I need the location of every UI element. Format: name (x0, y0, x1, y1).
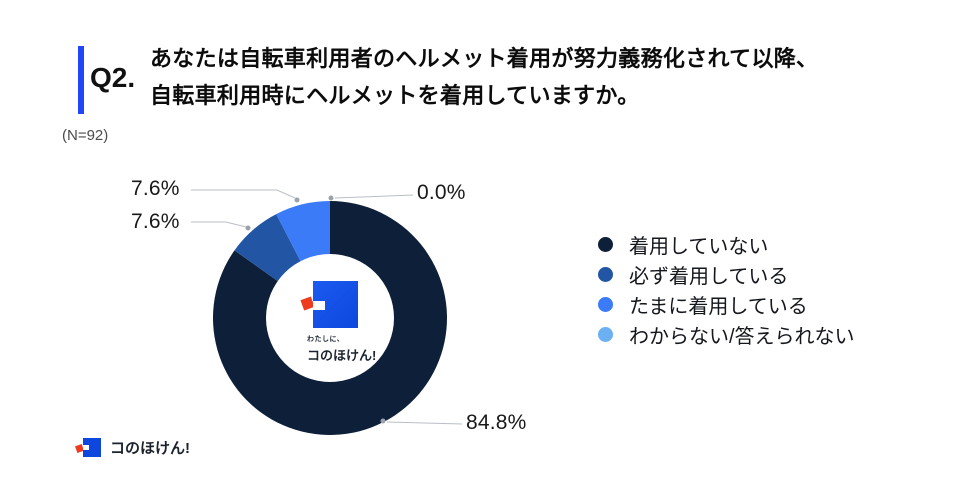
accent-bar (78, 46, 84, 114)
brand-notch-icon (83, 445, 89, 450)
legend-label: 着用していない (629, 235, 769, 258)
leader-line-wakaranai (334, 194, 414, 199)
legend-item: たまに着用している (598, 289, 855, 319)
leader-lines (191, 189, 463, 425)
brand-blue-square-icon (83, 438, 101, 457)
percent-label-kanarazu: 7.6% (131, 210, 180, 233)
legend-label: わからない/答えられない (629, 325, 855, 348)
leader-line-navy (386, 421, 463, 425)
percent-label-tamani: 7.6% (131, 177, 180, 200)
leader-dot-kanarazu (245, 225, 251, 231)
leader-dot-navy (380, 418, 386, 424)
brand-name: コのほけん! (307, 348, 377, 363)
leader-dot-wakaranai (328, 195, 334, 201)
legend-item: 必ず着用している (598, 259, 855, 289)
sample-size: (N=92) (62, 127, 109, 144)
legend-item: 着用していない (598, 229, 855, 259)
legend-label: 必ず着用している (629, 265, 789, 288)
leader-line-kanarazu (191, 221, 247, 228)
legend-dot-icon (598, 266, 613, 282)
question-title: あなたは自転車利用者のヘルメット着用が努力義務化されて以降、 自転車利用時にヘル… (150, 40, 818, 114)
legend-dot-icon (598, 296, 613, 312)
brand-name: コのほけん! (110, 440, 190, 457)
legend-dot-icon (598, 236, 613, 252)
question-number: Q2. (90, 62, 136, 93)
question-line-1: あなたは自転車利用者のヘルメット着用が努力義務化されて以降、 (150, 46, 819, 71)
leader-line-tamani (191, 189, 296, 199)
percent-label-navy: 84.8% (466, 411, 527, 434)
leader-dot-tamani (294, 197, 300, 203)
question-line-2: 自転車利用時にヘルメットを着用していますか。 (150, 83, 640, 108)
brand-tagline: わたしに、 (307, 336, 345, 343)
chart-legend: 着用していない 必ず着用している たまに着用している わからない/答えられない (598, 229, 855, 349)
legend-dot-icon (598, 326, 613, 342)
legend-label: たまに着用している (629, 295, 808, 318)
legend-item: わからない/答えられない (598, 319, 855, 349)
percent-label-wakaranai: 0.0% (417, 181, 466, 204)
center-brand-logo: わたしに、 コのほけん! (300, 281, 377, 364)
brand-mark-icon (300, 281, 358, 328)
footer-brand-logo: コのほけん! (75, 437, 190, 458)
brand-notch-icon (313, 301, 325, 310)
brand-mark-icon (75, 438, 101, 457)
